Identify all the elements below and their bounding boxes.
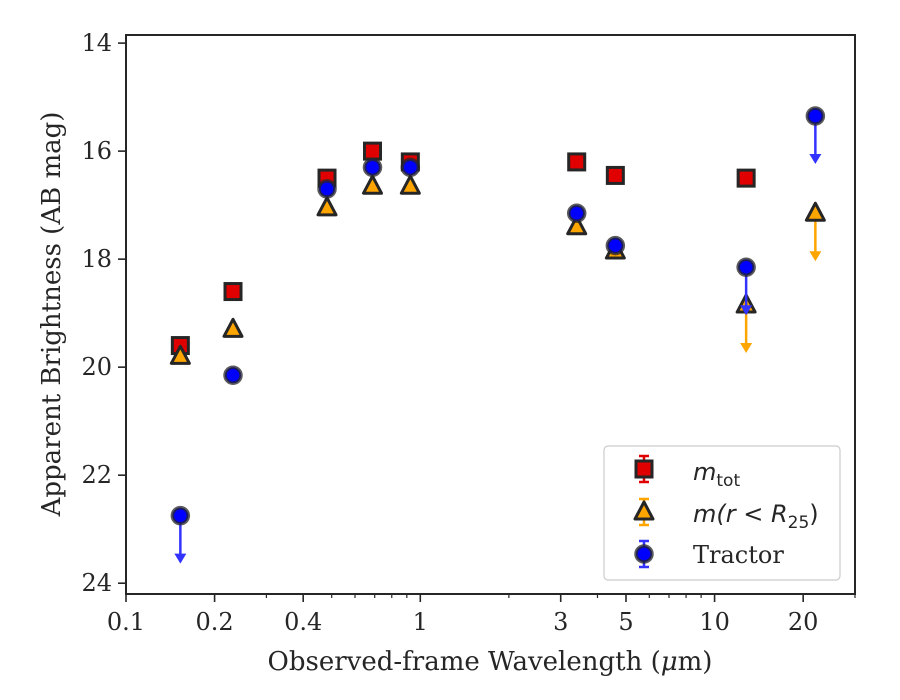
point-tractor xyxy=(400,157,421,178)
point-tractor xyxy=(566,203,587,223)
point-tractor xyxy=(736,257,756,277)
point-mr25 xyxy=(222,317,244,338)
upper-limit-arrowhead xyxy=(809,154,822,165)
point-tractor xyxy=(170,505,191,526)
y-tick-label: 24 xyxy=(81,569,112,597)
x-tick-label: 20 xyxy=(788,608,819,636)
point-mtot xyxy=(567,152,587,172)
x-tick-label: 0.2 xyxy=(196,608,234,636)
legend-label-tractor: Tractor xyxy=(693,541,784,569)
point-mr25 xyxy=(399,174,421,195)
point-mtot xyxy=(362,141,382,161)
x-axis-label: Observed-frame Wavelength (μm) xyxy=(268,647,713,677)
x-tick-label: 10 xyxy=(699,608,730,636)
series-tractor xyxy=(170,106,826,564)
point-tractor xyxy=(805,106,826,126)
legend-marker-mr25 xyxy=(633,500,655,521)
legend-marker-mtot xyxy=(634,459,654,479)
upper-limit-arrowhead xyxy=(740,305,753,316)
point-mr25 xyxy=(169,344,191,365)
x-tick-labels: 0.1 0.2 0.4 1 3 5 10 20 xyxy=(107,608,819,636)
x-axis-label-mu: μ xyxy=(661,647,678,677)
y-tick-label: 22 xyxy=(81,461,112,489)
legend-label-mtot: mtot xyxy=(693,458,740,491)
legend-label-mr25: m(r < R25) xyxy=(693,500,819,533)
legend-mr25-pre: m(r < R xyxy=(693,500,788,528)
upper-limit-arrowhead xyxy=(174,553,187,564)
upper-limit-arrowhead xyxy=(740,343,753,354)
point-mtot xyxy=(223,282,243,302)
data-marks xyxy=(169,106,826,564)
point-mr25 xyxy=(361,174,383,195)
y-tick-label: 18 xyxy=(81,245,112,273)
point-mtot xyxy=(736,168,756,188)
y-tick-label: 20 xyxy=(81,353,112,381)
point-mr25 xyxy=(804,201,826,222)
x-axis-label-post: m) xyxy=(678,647,713,677)
x-tick-label: 1 xyxy=(413,608,428,636)
legend-mtot-sub: tot xyxy=(716,471,740,491)
point-tractor xyxy=(317,179,337,199)
x-axis-label-pre: Observed-frame Wavelength ( xyxy=(268,647,661,677)
y-tick-label: 16 xyxy=(81,137,112,165)
x-tick-label: 3 xyxy=(553,608,568,636)
point-mr25 xyxy=(316,196,338,217)
point-tractor xyxy=(362,157,383,178)
legend-box xyxy=(603,445,841,581)
point-tractor xyxy=(605,235,626,256)
x-tick-label: 0.4 xyxy=(284,608,322,636)
x-tick-label: 5 xyxy=(618,608,633,636)
x-tick-label: 0.1 xyxy=(107,608,145,636)
plot-frame xyxy=(125,34,856,595)
upper-limit-arrowhead xyxy=(809,251,822,262)
y-tick-label: 14 xyxy=(81,29,112,57)
legend-mr25-post: ) xyxy=(809,500,818,528)
y-tick-labels: 14 16 18 20 22 24 xyxy=(81,29,112,597)
y-axis-label: Apparent Brightness (AB mag) xyxy=(37,112,67,518)
point-mr25 xyxy=(566,215,588,236)
point-mtot xyxy=(605,165,625,185)
legend-mr25-sub: 25 xyxy=(788,513,810,533)
legend-markers xyxy=(633,454,655,569)
legend: mtot m(r < R25) Tractor xyxy=(603,445,841,581)
legend-marker-tractor xyxy=(634,544,654,564)
point-tractor xyxy=(223,365,243,386)
legend-mtot-base: m xyxy=(693,458,716,486)
